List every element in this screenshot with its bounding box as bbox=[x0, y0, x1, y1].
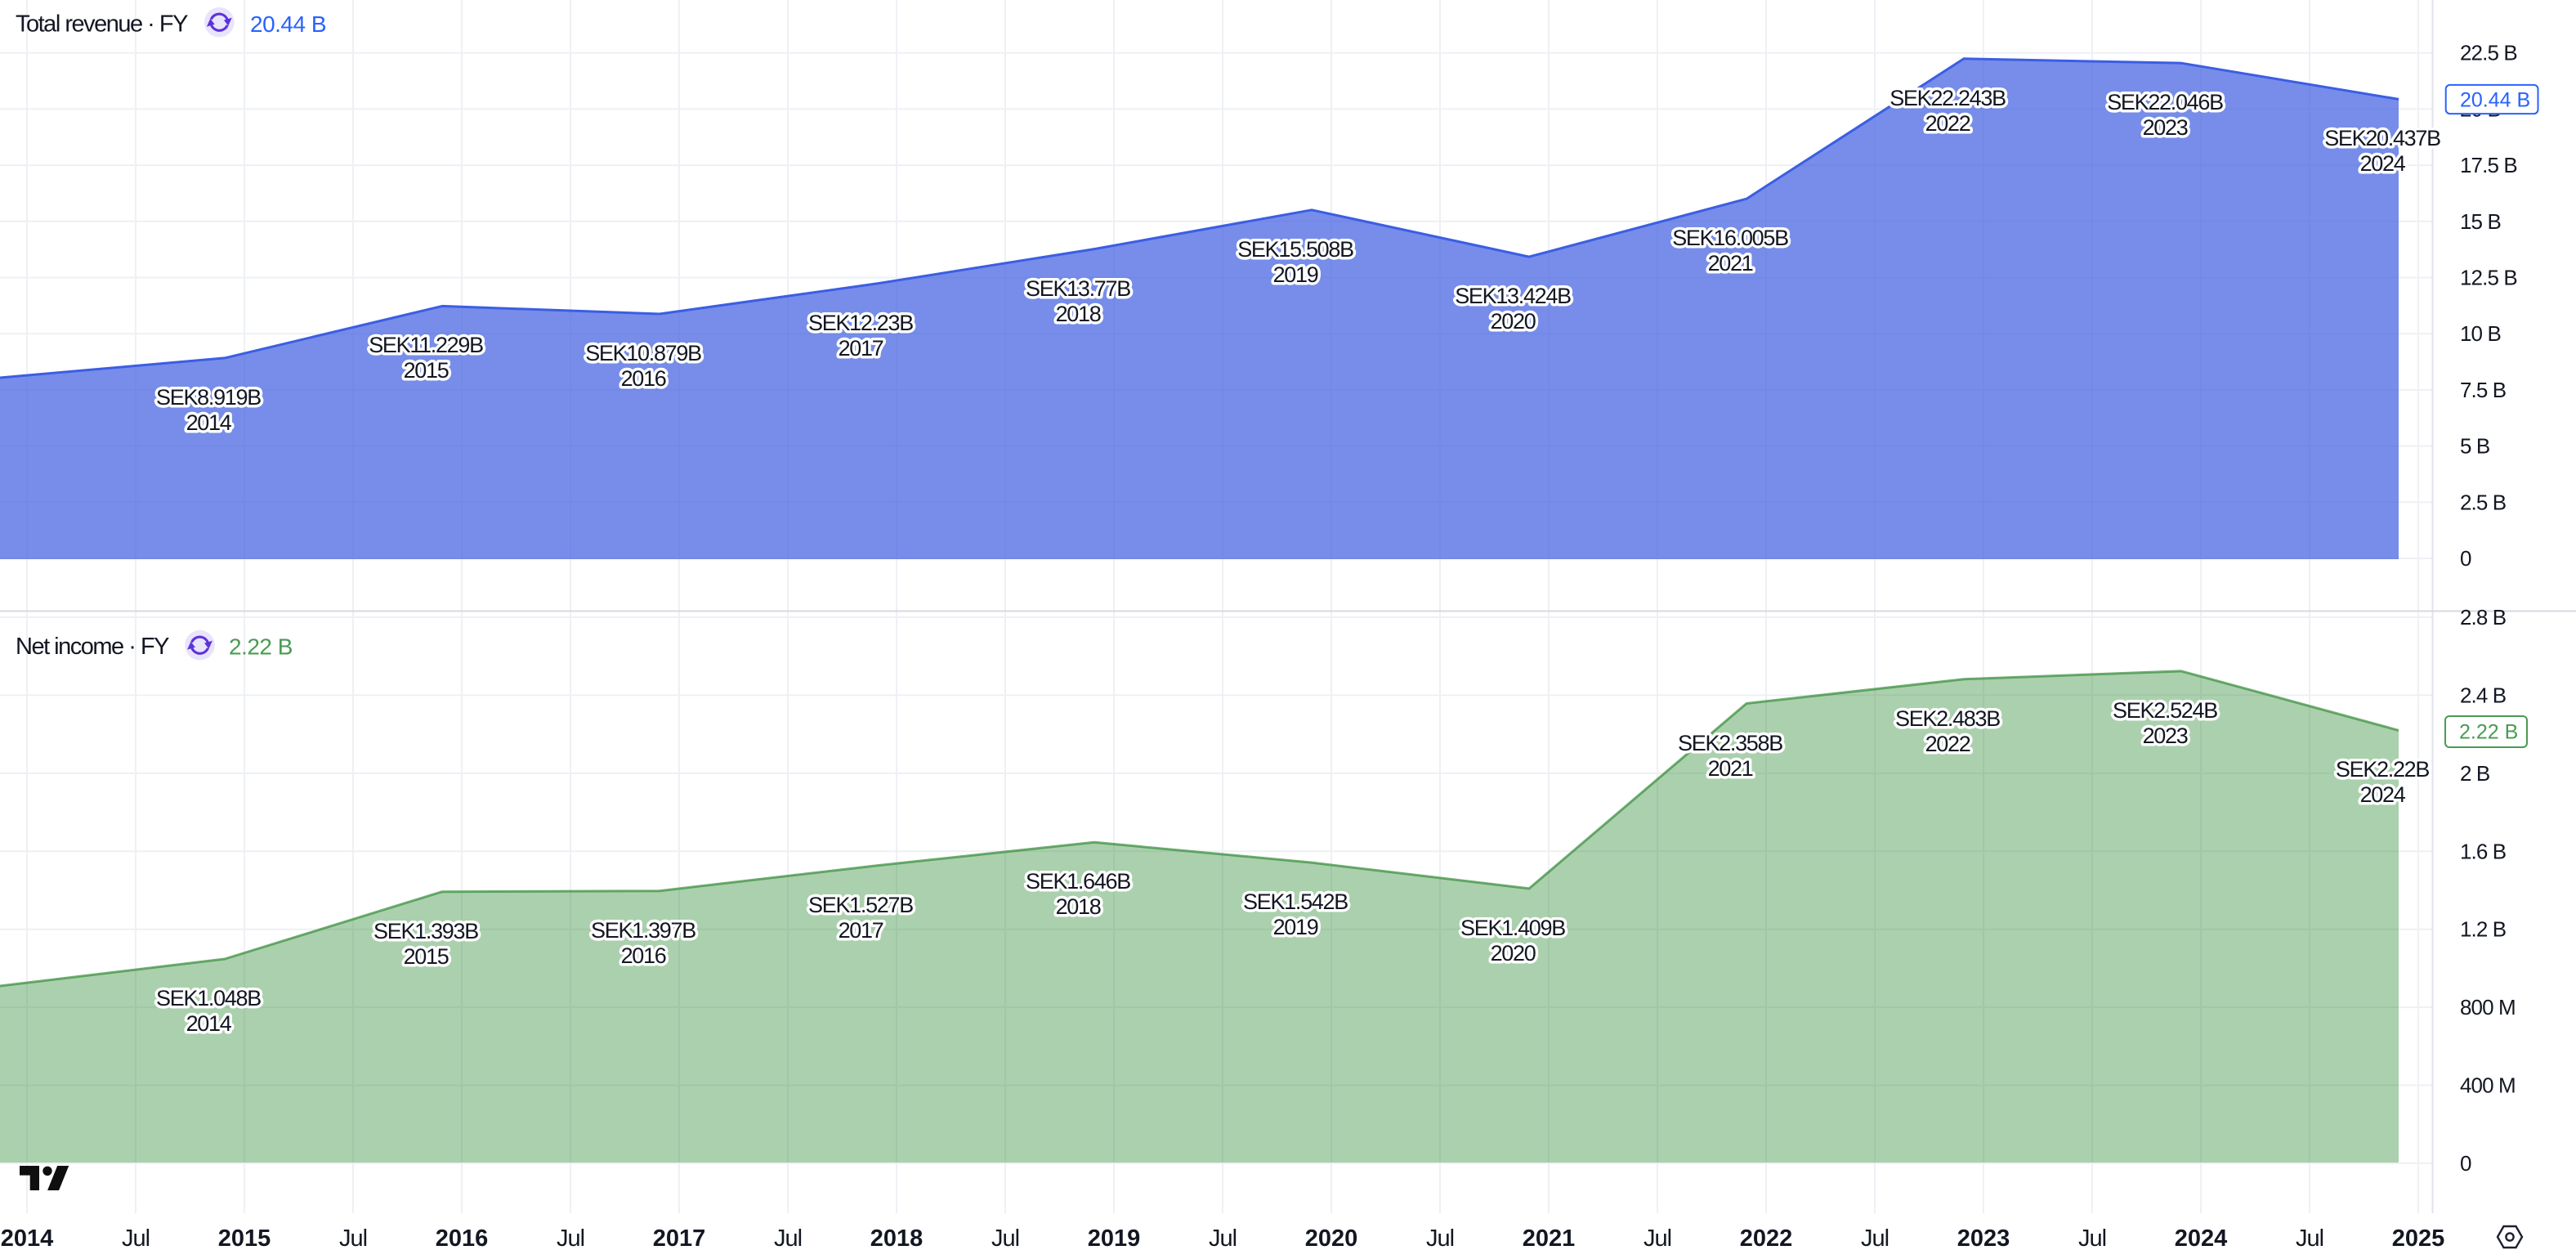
svg-text:2021: 2021 bbox=[1708, 251, 1753, 276]
svg-text:SEK2.483B: SEK2.483B bbox=[1895, 706, 2000, 731]
svg-text:22.5 B: 22.5 B bbox=[2460, 41, 2517, 65]
svg-text:SEK10.879B: SEK10.879B bbox=[585, 341, 701, 365]
svg-text:2016: 2016 bbox=[621, 943, 666, 968]
svg-text:2022: 2022 bbox=[1925, 732, 1970, 756]
svg-text:SEK22.046B: SEK22.046B bbox=[2107, 90, 2223, 114]
svg-text:2020: 2020 bbox=[1305, 1225, 1358, 1252]
svg-text:2014: 2014 bbox=[186, 410, 232, 435]
svg-text:2019: 2019 bbox=[1088, 1225, 1141, 1252]
svg-text:2024: 2024 bbox=[2360, 782, 2406, 807]
svg-text:2015: 2015 bbox=[218, 1225, 271, 1252]
svg-text:2017: 2017 bbox=[839, 918, 883, 943]
svg-text:Net income · FY: Net income · FY bbox=[16, 634, 169, 660]
svg-text:0: 0 bbox=[2460, 1151, 2471, 1176]
svg-text:2.22 B: 2.22 B bbox=[229, 634, 293, 660]
svg-text:2025: 2025 bbox=[2392, 1225, 2445, 1252]
svg-text:SEK1.542B: SEK1.542B bbox=[1243, 889, 1348, 914]
svg-text:Jul: Jul bbox=[1644, 1225, 1671, 1252]
svg-text:Jul: Jul bbox=[2078, 1225, 2106, 1252]
svg-text:2014: 2014 bbox=[1, 1225, 54, 1252]
svg-text:2.8 B: 2.8 B bbox=[2460, 605, 2506, 630]
svg-text:2017: 2017 bbox=[839, 336, 883, 361]
svg-text:2018: 2018 bbox=[1056, 302, 1101, 326]
svg-text:0: 0 bbox=[2460, 546, 2471, 571]
svg-text:2024: 2024 bbox=[2175, 1225, 2228, 1252]
svg-text:2021: 2021 bbox=[1523, 1225, 1576, 1252]
svg-text:Jul: Jul bbox=[339, 1225, 367, 1252]
svg-text:10 B: 10 B bbox=[2460, 321, 2501, 346]
svg-text:Jul: Jul bbox=[991, 1225, 1019, 1252]
svg-text:SEK20.437B: SEK20.437B bbox=[2324, 126, 2440, 150]
svg-text:SEK22.243B: SEK22.243B bbox=[1890, 86, 2006, 110]
svg-text:2019: 2019 bbox=[1273, 262, 1318, 287]
svg-text:2018: 2018 bbox=[870, 1225, 924, 1252]
svg-text:2020: 2020 bbox=[1491, 309, 1536, 334]
svg-text:SEK15.508B: SEK15.508B bbox=[1237, 237, 1353, 262]
svg-text:2016: 2016 bbox=[621, 366, 666, 391]
svg-text:SEK1.048B: SEK1.048B bbox=[156, 986, 261, 1010]
svg-text:Jul: Jul bbox=[1861, 1225, 1889, 1252]
svg-text:SEK1.646B: SEK1.646B bbox=[1026, 869, 1130, 894]
svg-text:SEK8.919B: SEK8.919B bbox=[156, 385, 261, 410]
svg-text:2015: 2015 bbox=[404, 358, 449, 383]
svg-text:SEK13.424B: SEK13.424B bbox=[1455, 284, 1571, 308]
svg-text:SEK2.358B: SEK2.358B bbox=[1678, 731, 1782, 755]
svg-text:SEK2.524B: SEK2.524B bbox=[2113, 698, 2217, 723]
svg-text:2023: 2023 bbox=[1957, 1225, 2010, 1252]
svg-text:SEK1.409B: SEK1.409B bbox=[1460, 916, 1565, 940]
svg-text:SEK12.23B: SEK12.23B bbox=[808, 311, 913, 335]
svg-text:SEK1.393B: SEK1.393B bbox=[373, 919, 478, 943]
svg-text:Jul: Jul bbox=[774, 1225, 802, 1252]
svg-text:2.5 B: 2.5 B bbox=[2460, 490, 2506, 514]
svg-text:2022: 2022 bbox=[1740, 1225, 1793, 1252]
svg-text:SEK1.397B: SEK1.397B bbox=[591, 918, 695, 943]
svg-text:1.2 B: 1.2 B bbox=[2460, 917, 2506, 942]
svg-text:2020: 2020 bbox=[1491, 941, 1536, 966]
svg-text:20.44 B: 20.44 B bbox=[250, 11, 326, 37]
svg-text:2.22 B: 2.22 B bbox=[2459, 721, 2518, 744]
svg-text:15 B: 15 B bbox=[2460, 209, 2501, 234]
svg-text:12.5 B: 12.5 B bbox=[2460, 266, 2517, 290]
svg-text:Jul: Jul bbox=[2296, 1225, 2323, 1252]
svg-text:2021: 2021 bbox=[1708, 756, 1753, 781]
svg-text:5 B: 5 B bbox=[2460, 434, 2489, 459]
svg-text:Jul: Jul bbox=[1426, 1225, 1454, 1252]
svg-text:2022: 2022 bbox=[1925, 111, 1970, 136]
svg-text:SEK16.005B: SEK16.005B bbox=[1672, 226, 1788, 250]
svg-text:Jul: Jul bbox=[122, 1225, 150, 1252]
svg-text:2016: 2016 bbox=[436, 1225, 489, 1252]
svg-text:400 M: 400 M bbox=[2460, 1073, 2516, 1098]
svg-text:2024: 2024 bbox=[2360, 151, 2406, 176]
svg-text:SEK11.229B: SEK11.229B bbox=[369, 333, 483, 357]
svg-text:Total revenue · FY: Total revenue · FY bbox=[16, 11, 188, 38]
svg-text:2018: 2018 bbox=[1056, 894, 1101, 919]
svg-text:SEK13.77B: SEK13.77B bbox=[1026, 276, 1130, 301]
svg-text:2 B: 2 B bbox=[2460, 761, 2489, 786]
svg-text:2017: 2017 bbox=[653, 1225, 706, 1252]
svg-text:17.5 B: 17.5 B bbox=[2460, 153, 2517, 177]
svg-text:2023: 2023 bbox=[2143, 115, 2188, 140]
svg-text:1.6 B: 1.6 B bbox=[2460, 839, 2506, 863]
svg-text:20.44 B: 20.44 B bbox=[2460, 88, 2530, 111]
svg-text:7.5 B: 7.5 B bbox=[2460, 378, 2506, 402]
svg-text:2019: 2019 bbox=[1273, 915, 1318, 939]
svg-text:Jul: Jul bbox=[557, 1225, 584, 1252]
svg-text:Jul: Jul bbox=[1209, 1225, 1237, 1252]
svg-text:SEK1.527B: SEK1.527B bbox=[808, 893, 913, 917]
svg-text:2.4 B: 2.4 B bbox=[2460, 683, 2506, 707]
svg-text:2015: 2015 bbox=[404, 944, 449, 969]
svg-text:2023: 2023 bbox=[2143, 724, 2188, 748]
svg-text:800 M: 800 M bbox=[2460, 995, 2516, 1019]
svg-text:2014: 2014 bbox=[186, 1011, 232, 1036]
svg-text:SEK2.22B: SEK2.22B bbox=[2336, 757, 2429, 782]
